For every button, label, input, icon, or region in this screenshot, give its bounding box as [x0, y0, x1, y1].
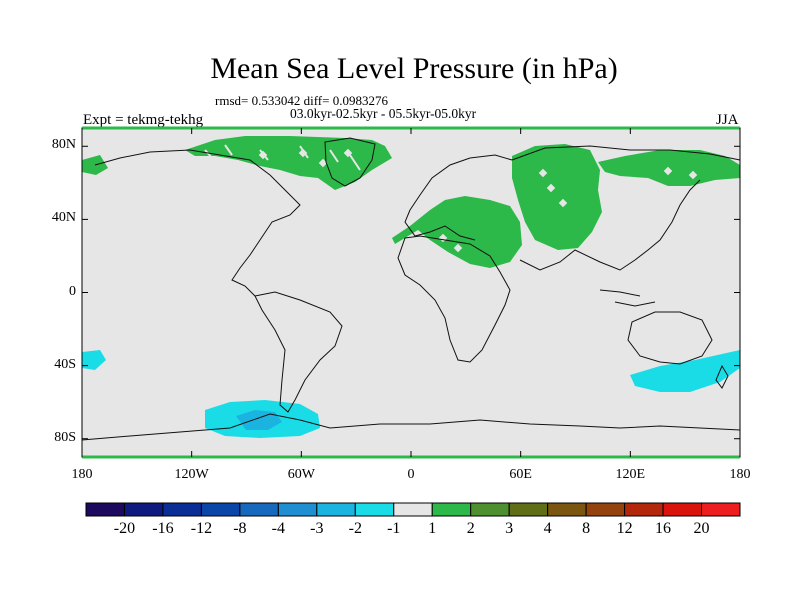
colorbar-swatch [393, 502, 433, 517]
colorbar-label: 3 [505, 520, 514, 537]
coast-europe [404, 154, 513, 241]
lat-label: 80N [51, 137, 76, 153]
lat-label: 40S [54, 356, 76, 372]
colorbar-label: 2 [466, 520, 475, 537]
green-arctic-band [185, 136, 392, 190]
colorbar-swatch [123, 502, 164, 517]
coast-africa [397, 235, 511, 363]
colorbar-swatch [85, 502, 125, 517]
lon-label: 60W [287, 467, 315, 482]
coast-australia [627, 311, 713, 365]
colorbar-label: -16 [152, 520, 174, 537]
colorbar-label: -2 [348, 520, 362, 537]
lat-label: 80S [54, 429, 76, 445]
colorbar-swatch [431, 502, 472, 517]
lon-label: 180 [729, 467, 751, 482]
colorbar-label: 8 [582, 520, 591, 537]
coast-indonesia [599, 289, 656, 307]
colorbar-label: 1 [428, 520, 437, 537]
coast-antarctica [81, 413, 741, 441]
lon-label: 60E [509, 467, 532, 482]
coast-greenland [324, 137, 376, 187]
colorbar-swatch [162, 502, 202, 517]
negative-anomaly-regions [82, 350, 740, 438]
lon-label: 180 [71, 467, 93, 482]
colorbar-label: -4 [271, 520, 285, 537]
cyan-southern-ocean-east [630, 350, 740, 392]
map-title: Mean Sea Level Pressure (in hPa) [210, 52, 618, 85]
axis-ticks [81, 128, 741, 457]
lon-label: 0 [407, 467, 415, 482]
colorbar-swatch [547, 502, 587, 517]
colorbar-label: -1 [387, 520, 401, 537]
coast-south-america [254, 291, 343, 413]
lon-label: 120W [174, 467, 209, 482]
lon-label: 120E [615, 467, 646, 482]
season-label: JJA [716, 112, 739, 128]
colorbar-label: -20 [113, 520, 136, 537]
colorbar-swatch [624, 502, 664, 517]
coastlines [81, 137, 741, 441]
colorbar [85, 502, 741, 517]
colorbar-swatch [470, 502, 510, 517]
colorbar-label: 12 [616, 520, 633, 537]
colorbar-swatch [316, 502, 356, 517]
green-europe-mideast [392, 196, 522, 268]
colorbar-swatch [508, 502, 549, 517]
colorbar-swatch [662, 502, 703, 517]
colorbar-label: 16 [655, 520, 672, 537]
colorbar-swatch [585, 502, 626, 517]
experiment-label: Expt = tekmg-tekhg [83, 112, 204, 128]
coast-new-zealand [715, 364, 729, 389]
colorbar-swatch [200, 502, 241, 517]
blue-antarctic-core [236, 410, 282, 430]
lat-label: 0 [69, 283, 76, 299]
colorbar-swatch [277, 502, 318, 517]
colorbar-label: -12 [190, 520, 213, 537]
colorbar-label: -3 [310, 520, 324, 537]
coast-asia [511, 145, 741, 271]
period-text: 03.0kyr-02.5kyr - 05.5kyr-05.0kyr [290, 106, 477, 121]
colorbar-label: 20 [693, 520, 710, 537]
colorbar-label: -8 [233, 520, 247, 537]
colorbar-label: 4 [543, 520, 552, 537]
colorbar-swatch [354, 502, 395, 517]
lat-label: 40N [51, 210, 76, 226]
colorbar-swatch [239, 502, 279, 517]
positive-anomaly-regions [82, 136, 740, 268]
coast-north-america [94, 149, 301, 297]
cyan-sw-pacific [82, 350, 106, 370]
colorbar-swatch [701, 502, 741, 517]
green-siberia [512, 144, 602, 250]
map-background [82, 128, 740, 457]
stats-text: rmsd= 0.533042 diff= 0.0983276 [215, 93, 388, 108]
